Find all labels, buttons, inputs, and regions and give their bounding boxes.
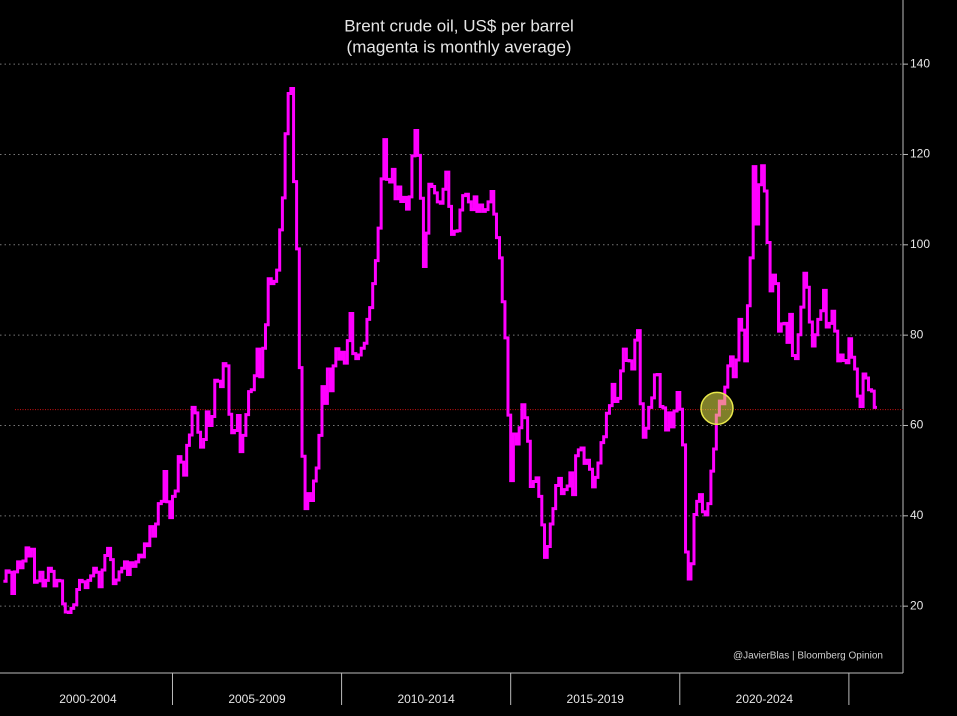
y-tick-label: 20 <box>910 598 924 612</box>
x-group-label: 2015-2019 <box>567 692 625 706</box>
x-group-label: 2005-2009 <box>228 692 286 706</box>
source-note: @JavierBlas | Bloomberg Opinion <box>733 651 883 662</box>
x-group-label: 2020-2024 <box>736 692 794 706</box>
x-group-label: 2010-2014 <box>397 692 455 706</box>
x-group-label: 2000-2004 <box>59 692 117 706</box>
y-tick-label: 120 <box>910 147 930 161</box>
y-tick-label: 60 <box>910 418 924 432</box>
price-line <box>3 87 877 614</box>
highlight-circle <box>700 391 734 426</box>
y-tick-label: 100 <box>910 237 930 251</box>
chart-title: Brent crude oil, US$ per barrel <box>344 16 574 35</box>
chart-subtitle: (magenta is monthly average) <box>347 37 572 56</box>
y-tick-label: 140 <box>910 56 930 70</box>
y-tick-label: 80 <box>910 327 924 341</box>
y-tick-label: 40 <box>910 508 924 522</box>
